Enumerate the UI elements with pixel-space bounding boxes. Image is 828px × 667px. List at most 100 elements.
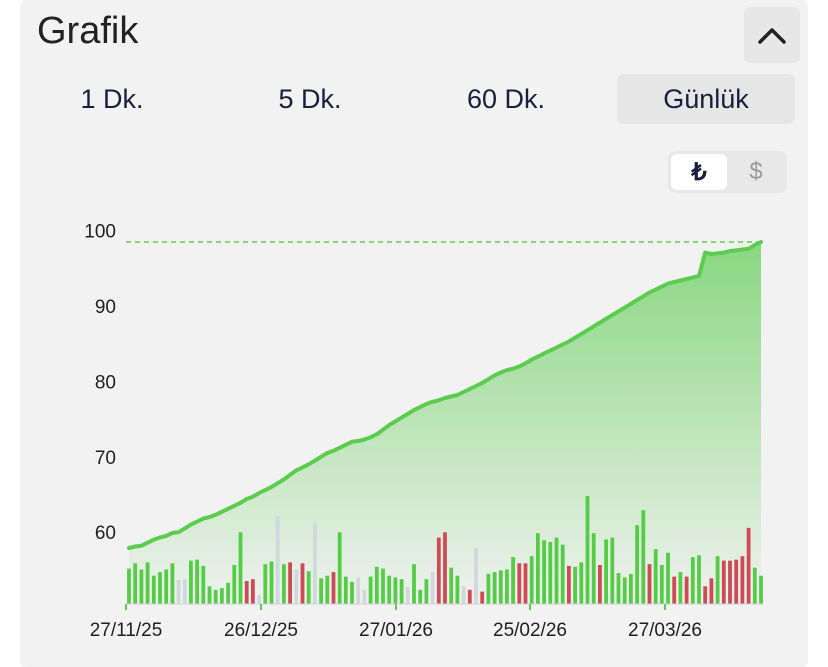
volume-bar xyxy=(443,532,447,604)
y-tick-label: 70 xyxy=(95,448,116,469)
volume-bar xyxy=(517,563,522,604)
volume-bar xyxy=(647,564,652,604)
chevron-up-icon xyxy=(758,28,786,44)
volume-bar xyxy=(684,576,689,604)
volume-bar xyxy=(201,565,206,604)
currency-try-button[interactable]: ₺ xyxy=(671,154,727,190)
volume-bars xyxy=(127,496,763,604)
tab-5-minute[interactable]: 5 Dk. xyxy=(278,83,342,114)
volume-bar xyxy=(182,579,187,604)
volume-bar xyxy=(678,572,683,604)
volume-bar xyxy=(405,587,410,604)
volume-bar xyxy=(653,549,658,604)
volume-bar xyxy=(703,586,708,604)
volume-bar xyxy=(560,544,565,604)
volume-bar xyxy=(616,573,621,604)
volume-bar xyxy=(139,569,144,604)
volume-bar xyxy=(573,566,577,604)
volume-bar xyxy=(579,562,584,604)
collapse-button[interactable] xyxy=(744,7,800,63)
y-tick-label: 80 xyxy=(95,372,116,393)
volume-bar xyxy=(294,569,299,604)
volume-bar xyxy=(189,560,193,604)
volume-bar xyxy=(455,575,460,604)
volume-bar xyxy=(195,559,199,604)
volume-bar xyxy=(697,555,701,604)
y-tick-label: 90 xyxy=(95,297,116,318)
tab-60-minute[interactable]: 60 Dk. xyxy=(466,83,546,114)
volume-bar xyxy=(449,567,454,604)
volume-bar xyxy=(220,588,224,604)
volume-bar xyxy=(461,586,466,604)
volume-bar xyxy=(746,527,751,604)
x-tick-label: 27/11/25 xyxy=(90,620,163,641)
y-axis: 60 70 80 90 100 xyxy=(84,222,116,544)
volume-bar xyxy=(629,573,633,604)
volume-bar xyxy=(362,589,367,604)
volume-bar xyxy=(251,579,255,604)
volume-bar xyxy=(306,571,311,604)
tab-daily[interactable]: Günlük xyxy=(617,74,795,124)
volume-bar xyxy=(176,580,181,604)
volume-bar xyxy=(263,564,268,604)
volume-bar xyxy=(300,563,305,604)
volume-bar xyxy=(381,568,385,604)
volume-bar xyxy=(554,537,559,604)
volume-bar xyxy=(467,589,472,604)
volume-bar xyxy=(690,557,695,604)
volume-bar xyxy=(374,566,379,604)
volume-bar xyxy=(666,552,670,604)
y-tick-label: 100 xyxy=(84,222,116,243)
volume-bar xyxy=(226,582,230,604)
volume-bar xyxy=(604,539,608,604)
volume-bar xyxy=(511,557,515,604)
x-tick-label: 27/01/26 xyxy=(359,620,433,641)
x-tick-label: 26/12/25 xyxy=(224,620,298,641)
volume-bar xyxy=(244,581,249,604)
volume-bar xyxy=(145,562,150,604)
volume-bar xyxy=(257,595,261,604)
volume-bar xyxy=(412,564,416,604)
volume-bar xyxy=(368,576,373,604)
volume-bar xyxy=(567,565,571,604)
volume-bar xyxy=(282,564,286,604)
volume-bar xyxy=(288,562,292,604)
volume-bar xyxy=(151,575,156,604)
volume-bar xyxy=(343,576,348,604)
volume-bar xyxy=(127,568,131,604)
volume-bar xyxy=(635,525,639,604)
volume-bar xyxy=(213,589,218,604)
volume-bar xyxy=(424,579,429,604)
volume-bar xyxy=(622,577,627,604)
volume-bar xyxy=(393,577,398,604)
volume-bar xyxy=(715,556,720,604)
tab-1-minute[interactable]: 1 Dk. xyxy=(80,83,144,114)
volume-bar xyxy=(492,572,497,604)
volume-bar xyxy=(474,548,478,604)
volume-bar xyxy=(238,532,243,604)
volume-bar xyxy=(436,537,441,604)
volume-bar xyxy=(542,540,546,604)
x-axis: 27/11/25 26/12/25 27/01/26 25/02/26 27/03/26 xyxy=(90,604,702,641)
volume-bar xyxy=(387,575,392,604)
volume-bar xyxy=(207,586,212,604)
volume-bar xyxy=(269,561,274,604)
volume-bar xyxy=(591,533,596,604)
volume-bar xyxy=(641,510,646,604)
panel-title: Grafik xyxy=(37,10,139,52)
volume-bar xyxy=(356,577,361,604)
volume-bar xyxy=(759,575,763,604)
volume-bar xyxy=(598,565,602,604)
volume-bar xyxy=(158,572,162,604)
price-line xyxy=(127,240,763,550)
currency-usd-button[interactable]: $ xyxy=(749,158,763,185)
volume-bar xyxy=(418,589,423,604)
volume-bar xyxy=(337,532,342,604)
volume-bar xyxy=(523,563,528,604)
volume-bar xyxy=(585,496,590,604)
volume-bar xyxy=(672,576,677,604)
volume-bar xyxy=(734,559,739,604)
volume-bar xyxy=(170,563,175,604)
interval-tabs: 1 Dk. 5 Dk. 60 Dk. Günlük xyxy=(20,70,808,126)
